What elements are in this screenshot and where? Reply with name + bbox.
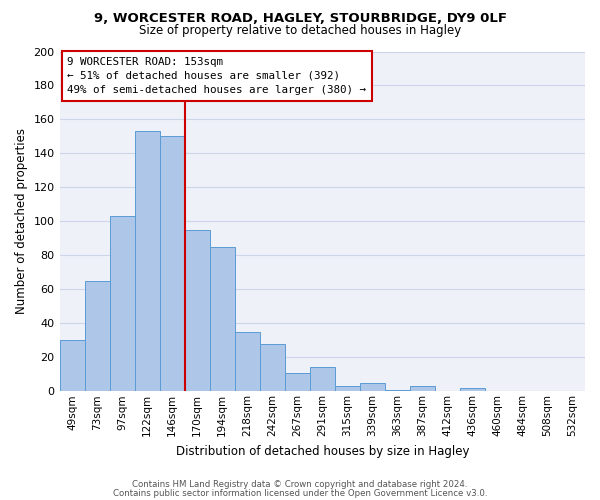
Y-axis label: Number of detached properties: Number of detached properties [15, 128, 28, 314]
Bar [385, 390, 410, 392]
Bar [59, 340, 85, 392]
Bar [185, 230, 209, 392]
Bar [335, 386, 360, 392]
Text: 9, WORCESTER ROAD, HAGLEY, STOURBRIDGE, DY9 0LF: 9, WORCESTER ROAD, HAGLEY, STOURBRIDGE, … [94, 12, 506, 26]
Bar [285, 372, 310, 392]
Text: Contains public sector information licensed under the Open Government Licence v3: Contains public sector information licen… [113, 488, 487, 498]
Bar [410, 386, 435, 392]
Bar [360, 383, 385, 392]
Bar [260, 344, 285, 392]
Text: Size of property relative to detached houses in Hagley: Size of property relative to detached ho… [139, 24, 461, 37]
X-axis label: Distribution of detached houses by size in Hagley: Distribution of detached houses by size … [176, 444, 469, 458]
Bar [209, 247, 235, 392]
Bar [110, 216, 134, 392]
Bar [85, 281, 110, 392]
Bar [134, 132, 160, 392]
Text: 9 WORCESTER ROAD: 153sqm
← 51% of detached houses are smaller (392)
49% of semi-: 9 WORCESTER ROAD: 153sqm ← 51% of detach… [67, 56, 367, 96]
Text: Contains HM Land Registry data © Crown copyright and database right 2024.: Contains HM Land Registry data © Crown c… [132, 480, 468, 489]
Bar [160, 136, 185, 392]
Bar [235, 332, 260, 392]
Bar [460, 388, 485, 392]
Bar [310, 368, 335, 392]
